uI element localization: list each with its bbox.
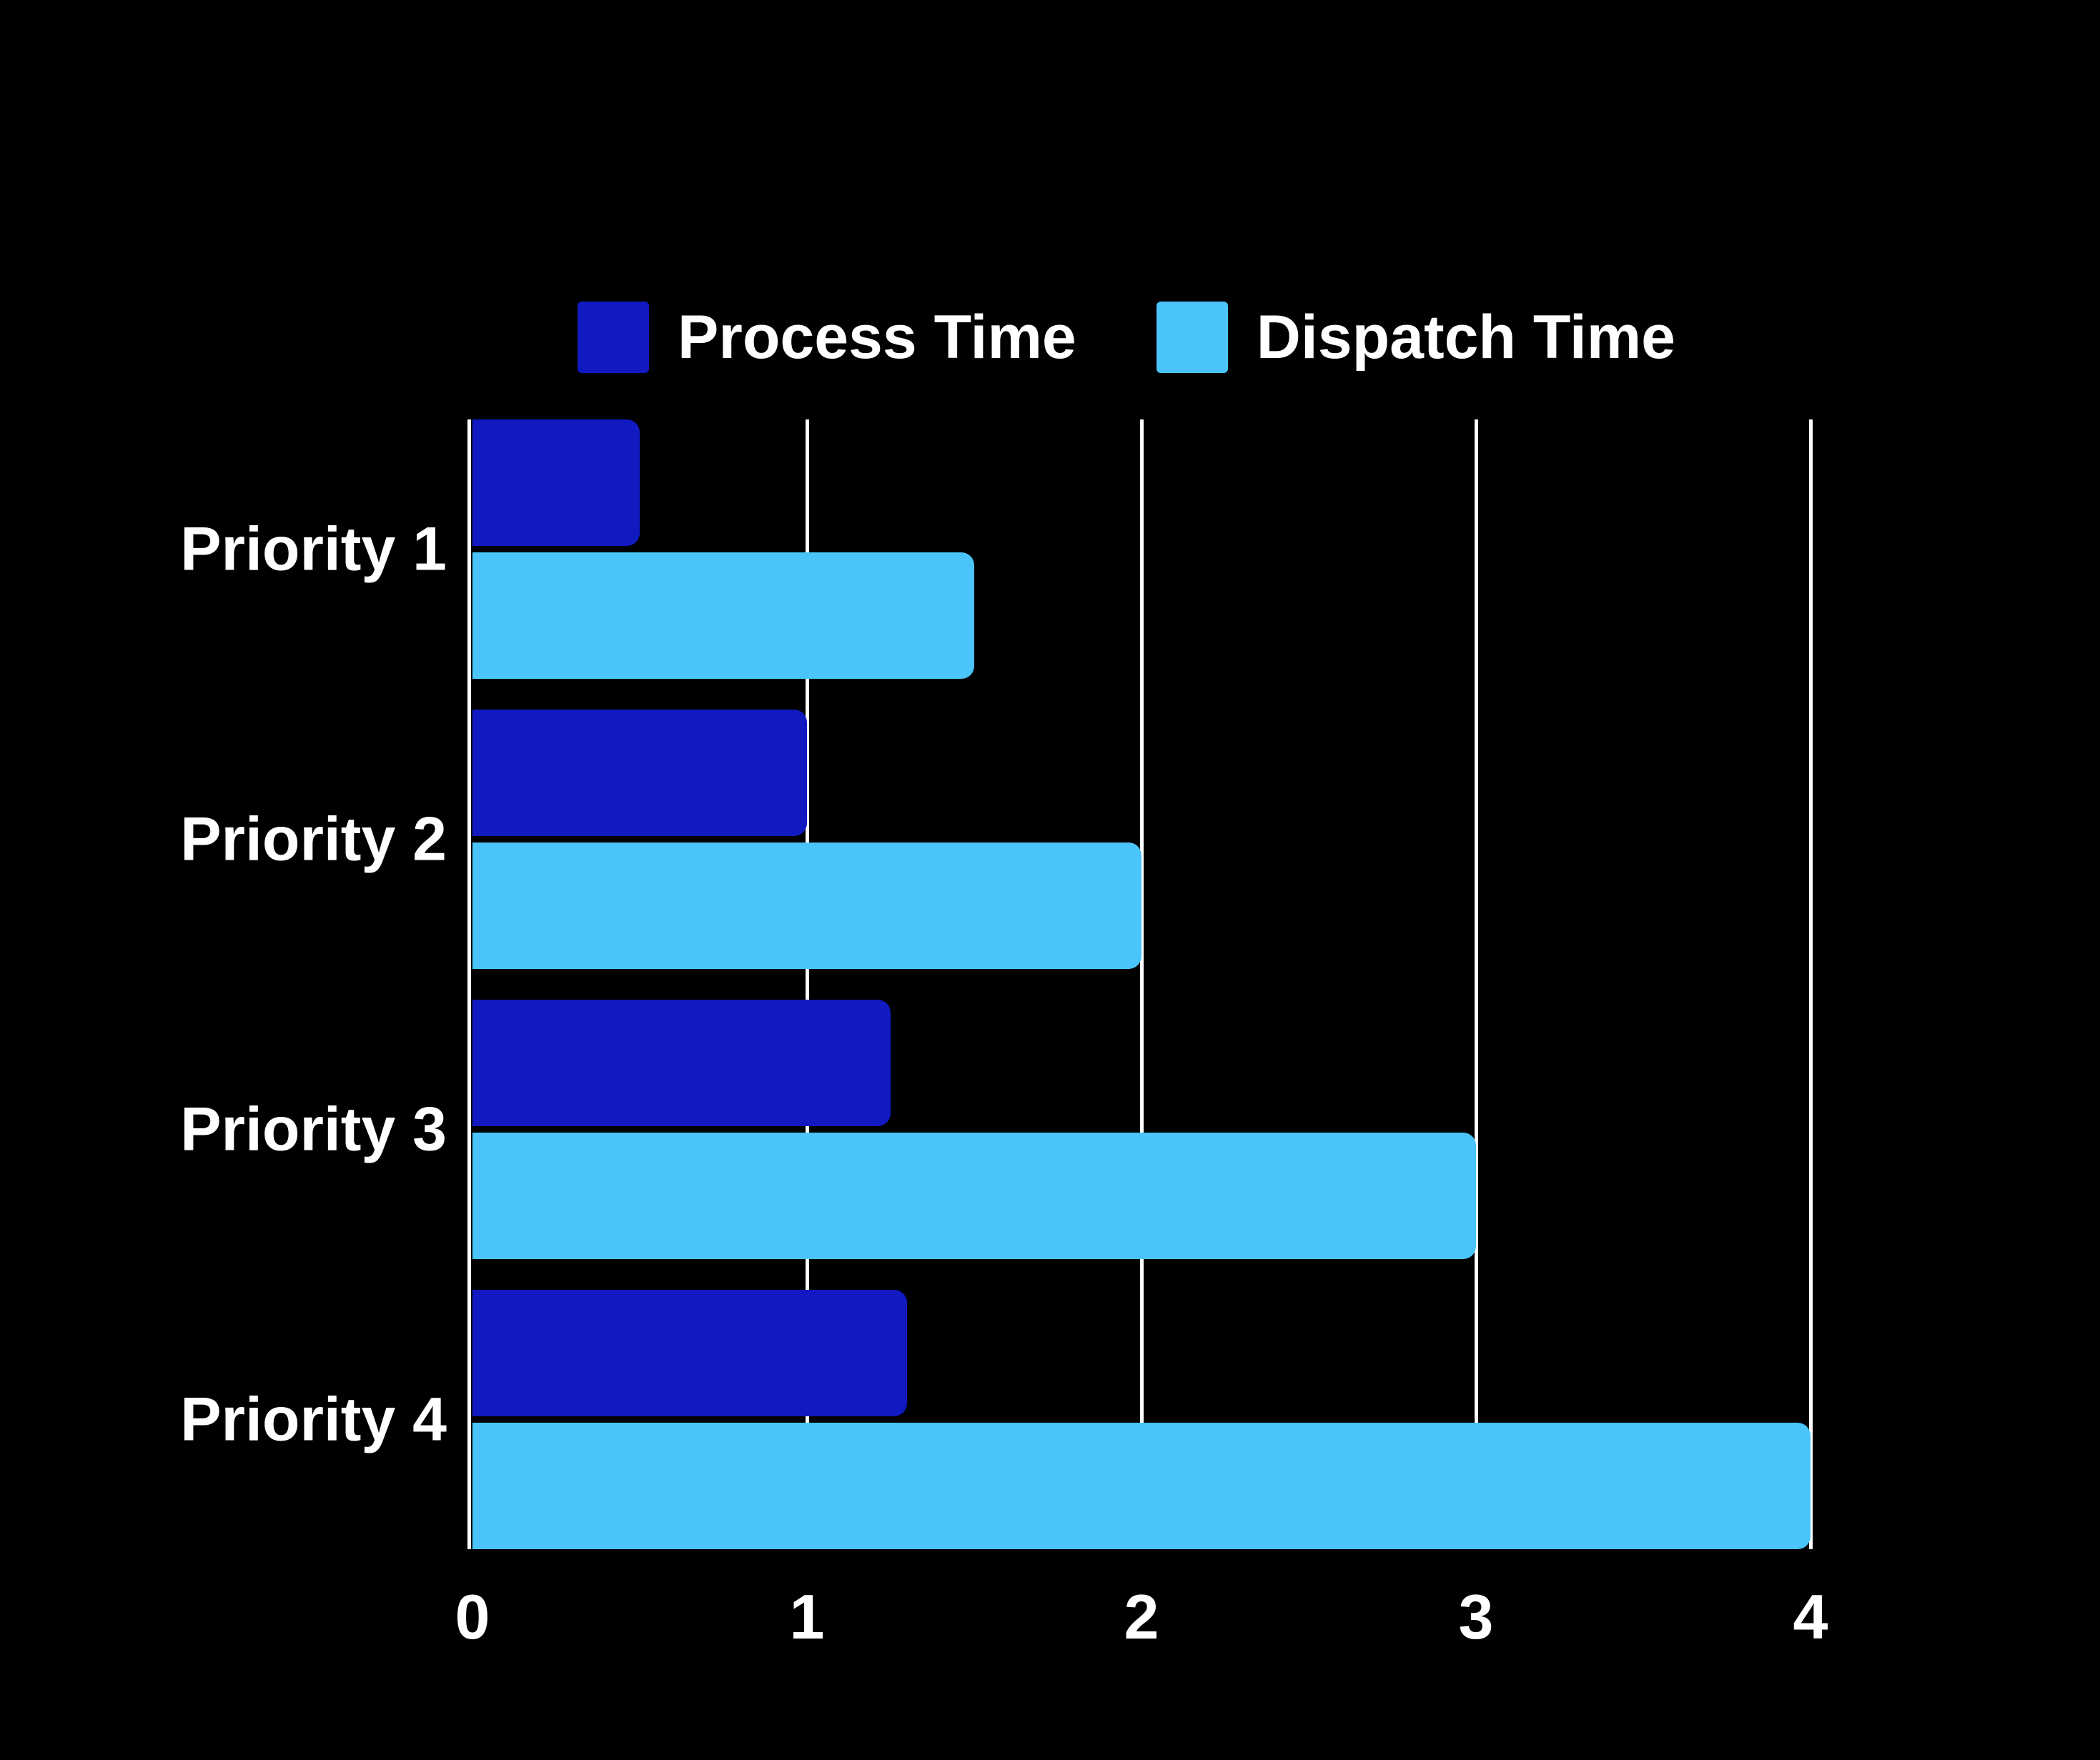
- x-tick-label-4: 4: [1793, 1581, 1828, 1652]
- process-time-bar-4: [472, 1290, 908, 1416]
- dispatch-time-bar-1: [472, 552, 974, 679]
- legend: Process Time Dispatch Time: [578, 302, 1675, 373]
- category-row-4: Priority 4: [180, 1290, 1811, 1549]
- x-tick-label-0: 0: [455, 1581, 490, 1652]
- gridline-1: [805, 419, 809, 1549]
- bar-rows: Priority 1 Priority 2 Priority 3 Priority 4: [180, 419, 1811, 1549]
- legend-swatch-dispatch-time: [1156, 302, 1228, 373]
- process-time-bar-2: [472, 710, 807, 836]
- gridline-4: [1808, 419, 1813, 1549]
- plot-area: Priority 1 Priority 2 Priority 3 Priority 4…: [180, 419, 1828, 1652]
- process-time-bar-1: [472, 419, 640, 546]
- dispatch-time-bar-2: [472, 842, 1141, 969]
- gridline-3: [1474, 419, 1478, 1549]
- x-axis: 0 1 2 3 4: [455, 1578, 1828, 1656]
- category-label-2: Priority 2: [180, 805, 447, 873]
- x-tick-label-3: 3: [1458, 1581, 1494, 1652]
- gridlines: [467, 419, 1813, 1549]
- legend-label-dispatch-time: Dispatch Time: [1256, 303, 1676, 372]
- gridline-2: [1139, 419, 1144, 1549]
- dispatch-time-bar-3: [472, 1133, 1476, 1259]
- gridline-0: [467, 419, 471, 1549]
- category-row-1: Priority 1: [180, 419, 1811, 679]
- legend-item-process-time: Process Time: [578, 302, 1076, 373]
- category-label-1: Priority 1: [180, 514, 447, 583]
- x-tick-label-2: 2: [1124, 1581, 1159, 1652]
- process-time-bar-3: [472, 1000, 891, 1126]
- dispatch-time-bar-4: [472, 1423, 1811, 1549]
- category-row-2: Priority 2: [180, 710, 1811, 969]
- legend-label-process-time: Process Time: [678, 303, 1076, 372]
- category-row-3: Priority 3: [180, 1000, 1811, 1259]
- legend-swatch-process-time: [578, 302, 649, 373]
- x-tick-label-1: 1: [789, 1581, 825, 1652]
- legend-item-dispatch-time: Dispatch Time: [1156, 302, 1676, 373]
- category-label-4: Priority 4: [180, 1385, 447, 1453]
- category-label-3: Priority 3: [180, 1095, 447, 1163]
